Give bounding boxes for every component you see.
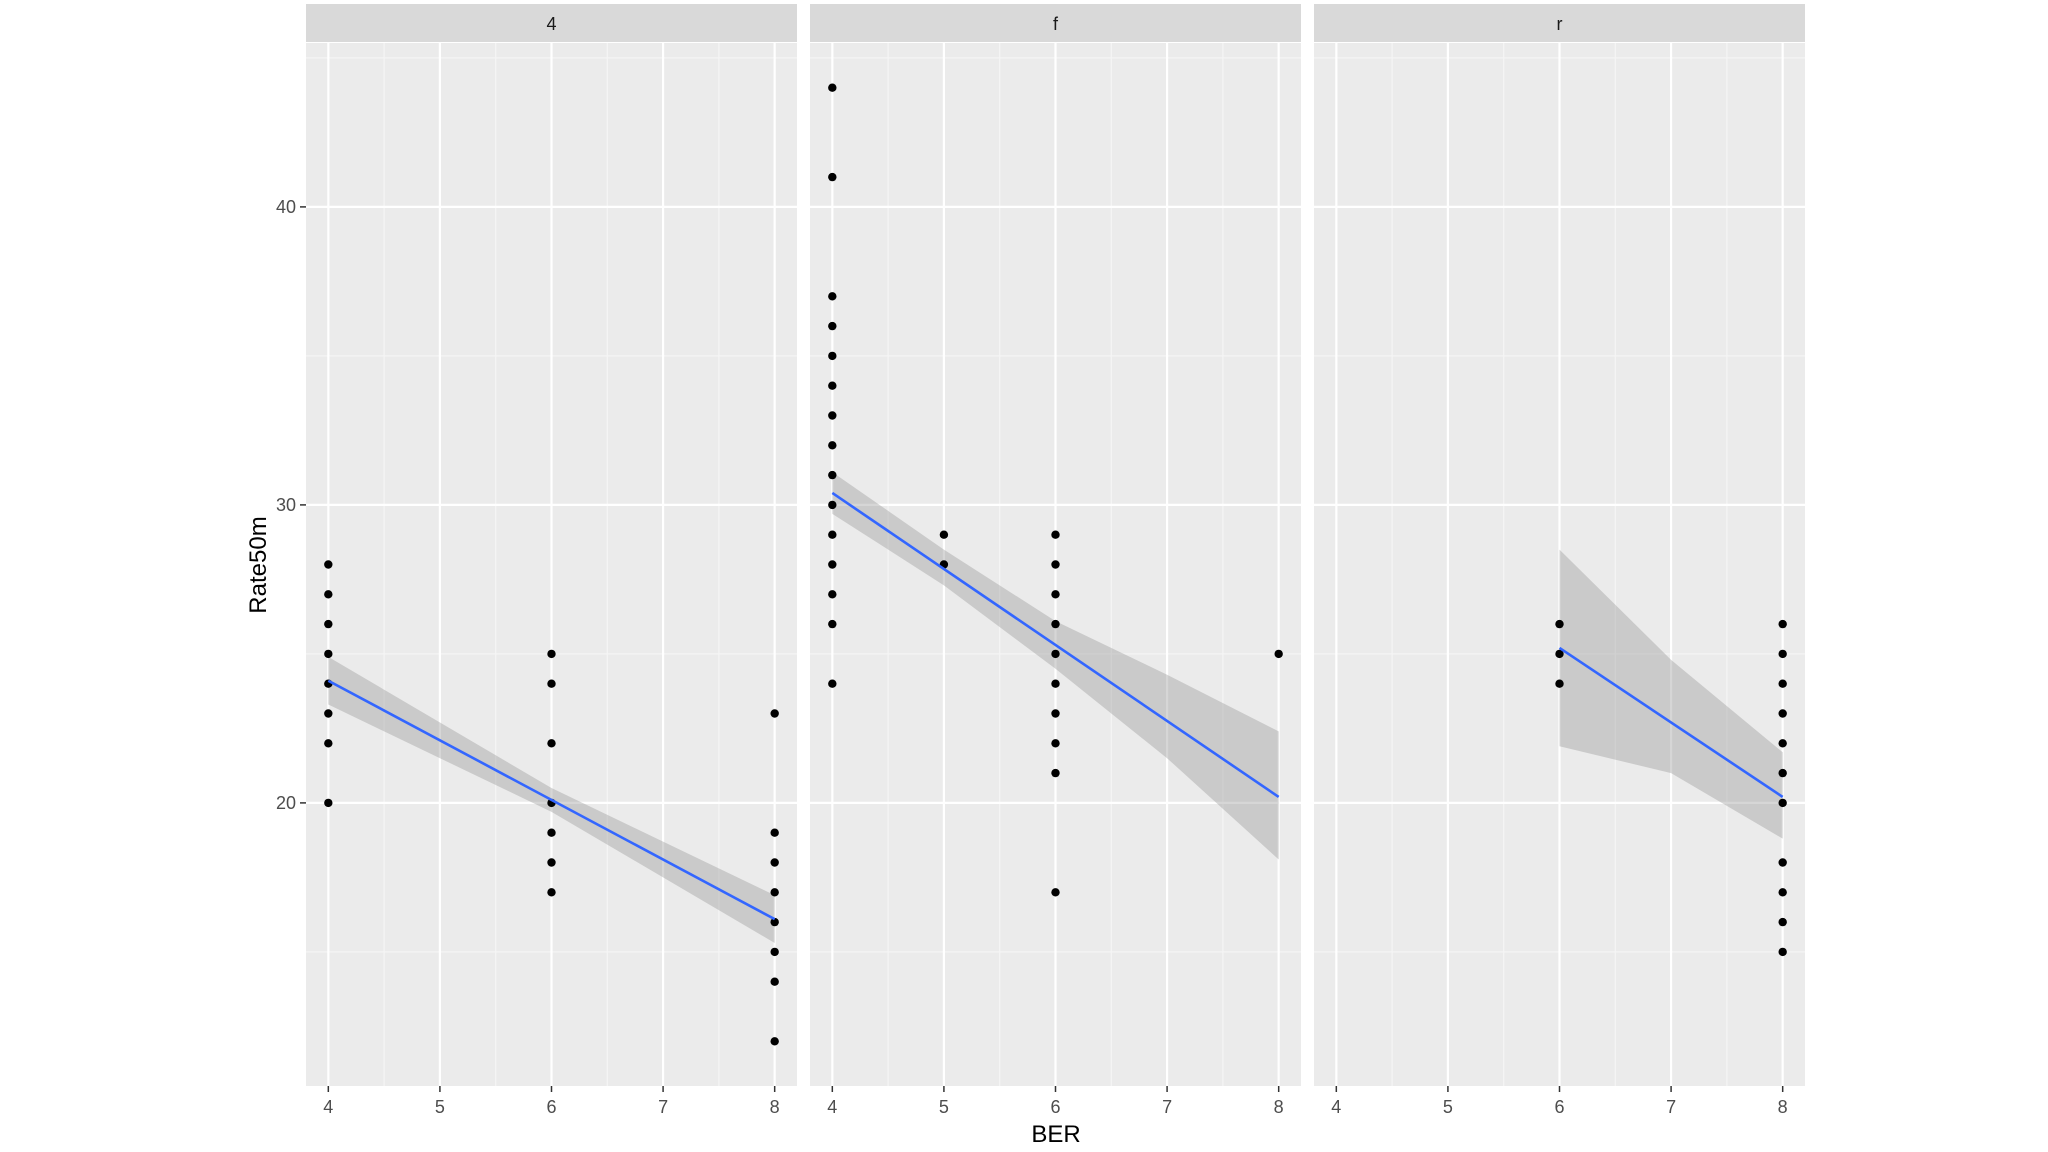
data-point — [1051, 739, 1060, 748]
data-point — [828, 470, 837, 480]
data-point — [1778, 768, 1787, 778]
x-tick-label: 5 — [435, 1097, 445, 1117]
data-point — [1778, 679, 1787, 688]
x-tick-label: 8 — [770, 1097, 780, 1117]
data-point — [828, 441, 837, 450]
data-point — [1778, 888, 1787, 897]
facet-strip-label: 4 — [546, 14, 556, 34]
data-point — [828, 321, 837, 331]
x-tick-label: 8 — [1274, 1097, 1284, 1117]
x-axis-title: BER — [1031, 1121, 1080, 1148]
y-tick-label: 40 — [276, 197, 296, 217]
x-tick-label: 4 — [323, 1097, 333, 1117]
x-tick-label: 7 — [1162, 1097, 1172, 1117]
data-point — [324, 649, 333, 659]
data-point — [770, 917, 779, 927]
x-tick-label: 6 — [546, 1097, 556, 1117]
regression-line — [327, 679, 776, 921]
facet-strip — [1314, 4, 1805, 42]
data-point — [828, 83, 837, 92]
facet-panels: 4 4 5 6 7 8 f 4 5 6 7 8 r 4 5 6 7 8 — [306, 4, 1805, 1117]
x-tick-label: 6 — [1050, 1097, 1060, 1117]
data-point — [547, 828, 556, 837]
facet-panel-r: r 4 5 6 7 8 — [1314, 4, 1805, 1117]
data-point — [1051, 649, 1060, 659]
facet-strip — [810, 4, 1301, 42]
x-tick-label: 4 — [1331, 1097, 1341, 1117]
data-point — [1051, 768, 1060, 778]
data-point — [1051, 530, 1060, 539]
x-tick-label: 5 — [1443, 1097, 1453, 1117]
data-point — [1051, 709, 1060, 718]
facet-panel-4: 4 4 5 6 7 8 — [306, 4, 797, 1117]
regression-line — [831, 491, 1280, 799]
x-tick-label: 7 — [658, 1097, 668, 1117]
data-point — [1778, 739, 1787, 748]
data-point — [828, 172, 837, 182]
data-point — [1778, 858, 1787, 867]
data-point — [1051, 560, 1060, 569]
data-point — [828, 351, 837, 361]
data-point — [1051, 619, 1060, 629]
data-point — [1778, 798, 1787, 808]
data-point — [1778, 947, 1787, 957]
y-axis-title: Rate50m — [245, 516, 272, 613]
data-point — [324, 619, 333, 629]
data-point — [1778, 619, 1787, 629]
facet-strip-label: r — [1557, 14, 1563, 34]
data-point — [1778, 649, 1787, 659]
confidence-band — [1559, 549, 1783, 839]
data-point — [324, 709, 333, 718]
data-point — [828, 560, 837, 569]
data-point — [828, 292, 837, 301]
data-point — [770, 709, 779, 718]
data-point — [547, 858, 556, 867]
data-point — [828, 381, 837, 390]
data-point — [324, 590, 333, 599]
data-point — [828, 619, 837, 629]
data-point — [324, 739, 333, 748]
data-point — [547, 679, 556, 688]
data-point — [828, 411, 837, 420]
x-tick-label: 7 — [1666, 1097, 1676, 1117]
facet-strip — [306, 4, 797, 42]
data-point — [828, 500, 837, 510]
y-axis: 20 30 40 — [276, 197, 306, 813]
data-point — [770, 977, 779, 986]
data-point — [324, 560, 333, 569]
data-point — [1051, 679, 1060, 688]
x-tick-label: 8 — [1778, 1097, 1788, 1117]
data-point — [939, 530, 949, 539]
data-point — [770, 888, 779, 897]
data-point — [1778, 917, 1787, 927]
data-point — [1555, 679, 1564, 688]
facet-panel-f: f 4 5 6 7 8 — [810, 4, 1301, 1117]
data-point — [770, 947, 779, 957]
x-tick-label: 5 — [939, 1097, 949, 1117]
x-tick-label: 4 — [827, 1097, 837, 1117]
regression-line — [1558, 646, 1784, 799]
data-point — [1778, 709, 1787, 718]
data-point — [770, 1037, 779, 1046]
data-point — [547, 649, 556, 659]
data-point — [1274, 649, 1283, 659]
data-point — [1051, 888, 1060, 897]
y-tick-label: 20 — [276, 793, 296, 813]
data-point — [770, 858, 779, 867]
data-point — [547, 739, 556, 748]
data-point — [828, 590, 837, 599]
data-point — [1555, 649, 1564, 659]
y-tick-label: 30 — [276, 495, 296, 515]
data-point — [1051, 590, 1060, 599]
x-tick-label: 6 — [1554, 1097, 1564, 1117]
data-point — [828, 530, 837, 539]
data-point — [770, 828, 779, 837]
data-point — [324, 798, 333, 808]
data-point — [547, 888, 556, 897]
data-point — [828, 679, 837, 688]
facet-strip-label: f — [1053, 14, 1059, 34]
data-point — [1555, 619, 1564, 629]
